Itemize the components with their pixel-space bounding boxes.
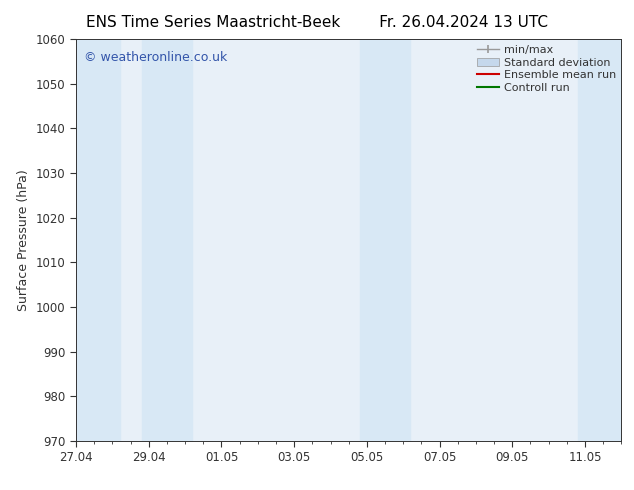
Bar [76,39,120,441]
Bar [578,39,621,441]
Bar [141,39,192,441]
Legend: min/max, Standard deviation, Ensemble mean run, Controll run: min/max, Standard deviation, Ensemble me… [475,43,618,96]
Y-axis label: Surface Pressure (hPa): Surface Pressure (hPa) [17,169,30,311]
Text: ENS Time Series Maastricht-Beek        Fr. 26.04.2024 13 UTC: ENS Time Series Maastricht-Beek Fr. 26.0… [86,15,548,30]
Text: © weatheronline.co.uk: © weatheronline.co.uk [84,51,228,64]
Bar [359,39,410,441]
